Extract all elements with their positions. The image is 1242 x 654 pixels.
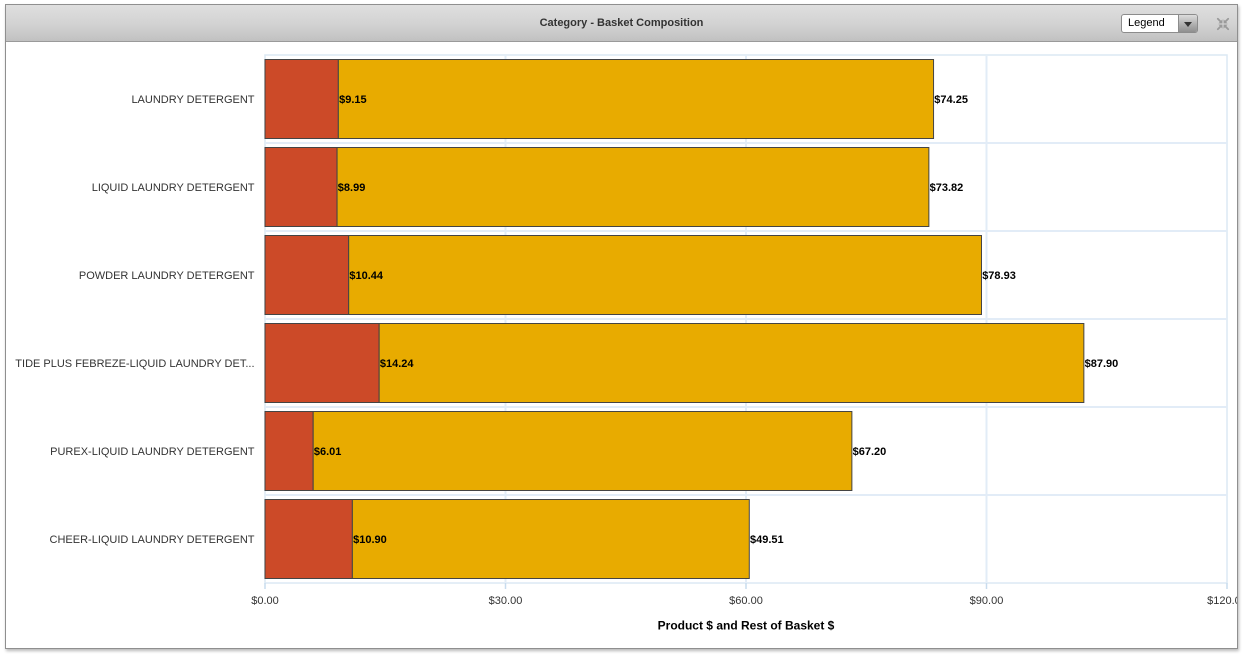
svg-text:TIDE PLUS FEBREZE-LIQUID LAUND: TIDE PLUS FEBREZE-LIQUID LAUNDRY DET... — [15, 358, 254, 370]
svg-text:LAUNDRY DETERGENT: LAUNDRY DETERGENT — [131, 94, 254, 106]
svg-text:LIQUID LAUNDRY DETERGENT: LIQUID LAUNDRY DETERGENT — [92, 182, 255, 194]
svg-text:$120.00: $120.00 — [1207, 595, 1237, 607]
svg-text:$60.00: $60.00 — [729, 595, 763, 607]
svg-text:CHEER-LIQUID LAUNDRY DETERGENT: CHEER-LIQUID LAUNDRY DETERGENT — [50, 534, 255, 546]
svg-text:$49.51: $49.51 — [750, 534, 784, 546]
svg-text:PUREX-LIQUID LAUNDRY DETERGENT: PUREX-LIQUID LAUNDRY DETERGENT — [50, 446, 255, 458]
svg-text:$73.82: $73.82 — [930, 182, 964, 194]
svg-text:$10.44: $10.44 — [349, 270, 384, 282]
svg-text:$78.93: $78.93 — [982, 270, 1016, 282]
svg-text:$9.15: $9.15 — [339, 94, 367, 106]
svg-text:$30.00: $30.00 — [489, 595, 523, 607]
svg-text:$8.99: $8.99 — [338, 182, 366, 194]
svg-text:$90.00: $90.00 — [970, 595, 1004, 607]
svg-text:$67.20: $67.20 — [853, 446, 887, 458]
svg-text:$0.00: $0.00 — [251, 595, 279, 607]
svg-text:$6.01: $6.01 — [314, 446, 342, 458]
svg-text:$87.90: $87.90 — [1085, 358, 1119, 370]
svg-text:POWDER LAUNDRY DETERGENT: POWDER LAUNDRY DETERGENT — [79, 270, 255, 282]
svg-text:$14.24: $14.24 — [380, 358, 415, 370]
svg-text:Product $ and Rest of Basket $: Product $ and Rest of Basket $ — [658, 619, 835, 633]
svg-text:$10.90: $10.90 — [353, 534, 387, 546]
svg-text:$74.25: $74.25 — [934, 94, 968, 106]
